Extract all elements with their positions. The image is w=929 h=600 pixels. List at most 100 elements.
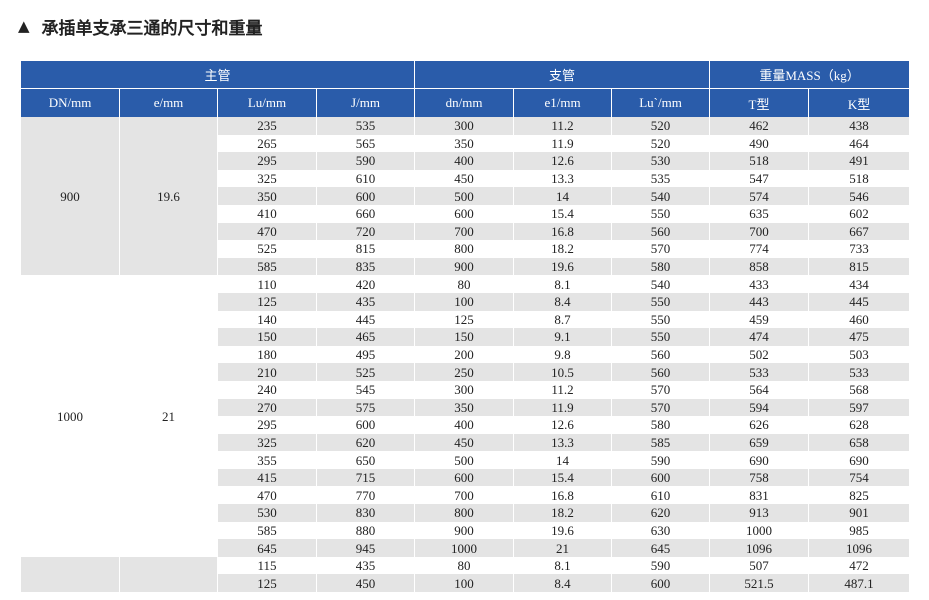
table-cell: 500 xyxy=(414,187,515,205)
table-cell: 645 xyxy=(611,539,711,557)
table-cell: 580 xyxy=(611,257,711,276)
table-cell: 650 xyxy=(315,451,416,469)
table-cell: 770 xyxy=(315,486,416,505)
table-cell: 594 xyxy=(709,398,810,417)
table-cell: 602 xyxy=(808,204,911,223)
table-cell: 540 xyxy=(611,275,711,293)
table-cell: 560 xyxy=(611,222,711,241)
table-row: 645 945 1000 21 645 1096 1096 xyxy=(21,539,911,557)
table-cell: 265 xyxy=(217,134,317,153)
table-cell: 435 xyxy=(315,556,416,575)
table-cell: 546 xyxy=(808,187,911,205)
table-cell: 350 xyxy=(414,134,515,153)
table-cell: 835 xyxy=(315,257,416,276)
table-cell: 880 xyxy=(315,521,416,540)
table-cell: 815 xyxy=(315,240,416,258)
table-cell: 758 xyxy=(709,468,810,487)
table-cell: 570 xyxy=(611,398,711,417)
table-cell: 733 xyxy=(808,240,911,258)
table-cell: 250 xyxy=(414,363,515,381)
table-cell: 13.3 xyxy=(513,169,613,188)
table-cell: 521.5 xyxy=(709,574,810,593)
table-cell: 8.1 xyxy=(513,275,613,293)
table-cell: 295 xyxy=(217,152,317,170)
table-cell: 525 xyxy=(217,240,317,258)
table-cell: 800 xyxy=(414,504,515,522)
table-cell: 240 xyxy=(217,380,317,399)
column-header: e/mm xyxy=(119,88,218,117)
table-cell: 715 xyxy=(315,468,416,487)
table-cell: 831 xyxy=(709,486,810,505)
table-cell: 533 xyxy=(808,363,911,381)
table-cell: 660 xyxy=(315,204,416,223)
table-cell: 590 xyxy=(611,556,711,575)
table-cell: 300 xyxy=(414,380,515,399)
table-cell: 450 xyxy=(315,574,416,593)
table-cell: 525 xyxy=(315,363,416,381)
table-cell: 490 xyxy=(709,134,810,153)
table-cell: 720 xyxy=(315,222,416,241)
table-cell: 180 xyxy=(217,345,317,364)
table-cell: 535 xyxy=(315,117,416,135)
table-cell: 80 xyxy=(414,275,515,293)
e-cell: 21 xyxy=(119,275,218,557)
table-cell: 620 xyxy=(315,433,416,452)
table-cell: 125 xyxy=(217,292,317,311)
table-cell: 550 xyxy=(611,204,711,223)
table-cell: 535 xyxy=(611,169,711,188)
column-header: DN/mm xyxy=(20,88,120,117)
table-row: 470 720 700 16.8 560 700 667 xyxy=(21,222,911,241)
table-cell: 18.2 xyxy=(513,240,613,258)
group-header-mass: 重量MASS（kg） xyxy=(709,61,911,89)
table-cell: 570 xyxy=(611,380,711,399)
table-cell: 14 xyxy=(513,451,613,469)
table-cell: 438 xyxy=(808,117,911,135)
table-cell: 350 xyxy=(414,398,515,417)
table-cell: 690 xyxy=(808,451,911,469)
column-header: T型 xyxy=(709,88,810,117)
table-row: 410 660 600 15.4 550 635 602 xyxy=(21,204,911,223)
table-cell: 445 xyxy=(315,310,416,329)
table-cell: 470 xyxy=(217,486,317,505)
table-cell: 325 xyxy=(217,433,317,452)
table-cell: 150 xyxy=(414,328,515,346)
table-cell: 774 xyxy=(709,240,810,258)
column-header: J/mm xyxy=(315,88,416,117)
table-cell: 435 xyxy=(315,292,416,311)
table-cell: 13.3 xyxy=(513,433,613,452)
table-cell: 550 xyxy=(611,310,711,329)
table-cell: 568 xyxy=(808,380,911,399)
table-cell: 600 xyxy=(414,204,515,223)
table-cell: 210 xyxy=(217,363,317,381)
table-cell: 491 xyxy=(808,152,911,170)
table-cell: 465 xyxy=(315,328,416,346)
table-cell: 11.2 xyxy=(513,380,613,399)
table-cell: 945 xyxy=(315,539,416,557)
table-cell: 235 xyxy=(217,117,317,135)
table-cell: 700 xyxy=(414,222,515,241)
table-cell: 14 xyxy=(513,187,613,205)
table-row: 530 830 800 18.2 620 913 901 xyxy=(21,504,911,522)
table-cell: 580 xyxy=(611,416,711,434)
table-cell: 150 xyxy=(217,328,317,346)
table-cell: 858 xyxy=(709,257,810,276)
table-row: 240 545 300 11.2 570 564 568 xyxy=(21,380,911,399)
table-cell: 9.1 xyxy=(513,328,613,346)
table-cell: 325 xyxy=(217,169,317,188)
table-cell: 667 xyxy=(808,222,911,241)
table-cell: 474 xyxy=(709,328,810,346)
table-cell: 115 xyxy=(217,556,317,575)
table-cell: 754 xyxy=(808,468,911,487)
table-row: 295 590 400 12.6 530 518 491 xyxy=(21,152,911,170)
table-cell: 9.8 xyxy=(513,345,613,364)
table-cell: 630 xyxy=(611,521,711,540)
table-cell: 575 xyxy=(315,398,416,417)
table-row: 325 620 450 13.3 585 659 658 xyxy=(21,433,911,452)
table-cell: 700 xyxy=(709,222,810,241)
table-cell: 600 xyxy=(414,468,515,487)
table-cell: 585 xyxy=(217,257,317,276)
table-cell: 830 xyxy=(315,504,416,522)
title-text: 承插单支承三通的尺寸和重量 xyxy=(41,18,263,39)
table-cell: 8.4 xyxy=(513,574,613,593)
page-title: ▲ 承插单支承三通的尺寸和重量 xyxy=(18,11,263,41)
